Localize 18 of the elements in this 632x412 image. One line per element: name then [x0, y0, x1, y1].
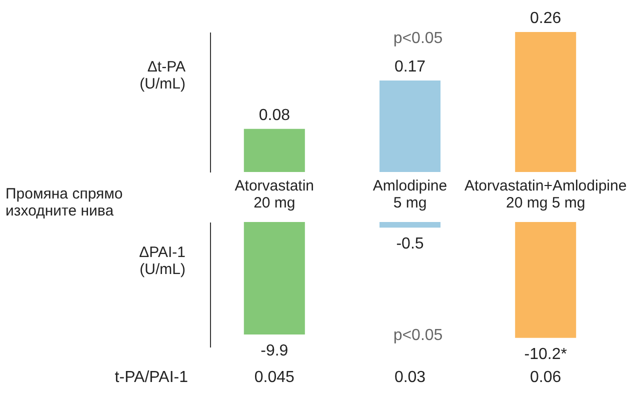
data-label: -10.2*	[524, 346, 567, 363]
y-axis-title: ΔPAI-1 (U/mL)	[139, 244, 186, 278]
data-label: -9.9	[260, 342, 288, 360]
text: 0.03	[394, 369, 426, 386]
data-label: 0.26	[530, 10, 562, 27]
x-tick-label: Atorvastatin+Amlodipine 20 mg 5 mg	[464, 178, 627, 212]
data-label: 0.08	[258, 106, 290, 124]
x-axis-title: Промяна спрямо изходните нива	[6, 186, 123, 220]
data-label: 0.17	[394, 58, 426, 76]
text: 0.06	[530, 369, 562, 386]
annotation: p<0.05	[393, 327, 443, 344]
text: t-PA/PAI-1	[114, 369, 188, 386]
x-tick-label: Atorvastatin 20 mg	[234, 178, 314, 212]
y-axis-title: Δt-PA (U/mL)	[140, 58, 186, 92]
data-label: -0.5	[396, 236, 424, 253]
x-tick-label: Amlodipine 5 mg	[372, 178, 448, 212]
text: 0.045	[254, 369, 295, 386]
annotation: p<0.05	[393, 30, 443, 47]
